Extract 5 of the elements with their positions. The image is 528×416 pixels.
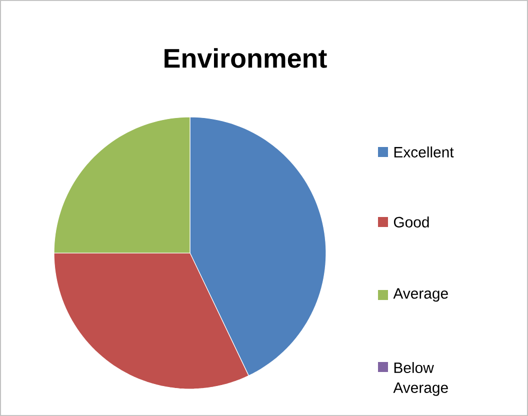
- legend-label: Excellent: [394, 146, 454, 158]
- chart-title: Environment: [164, 48, 327, 68]
- legend-label: Below Average: [393, 362, 448, 396]
- legend-label: Good: [394, 216, 429, 228]
- legend-label: Average: [393, 288, 448, 302]
